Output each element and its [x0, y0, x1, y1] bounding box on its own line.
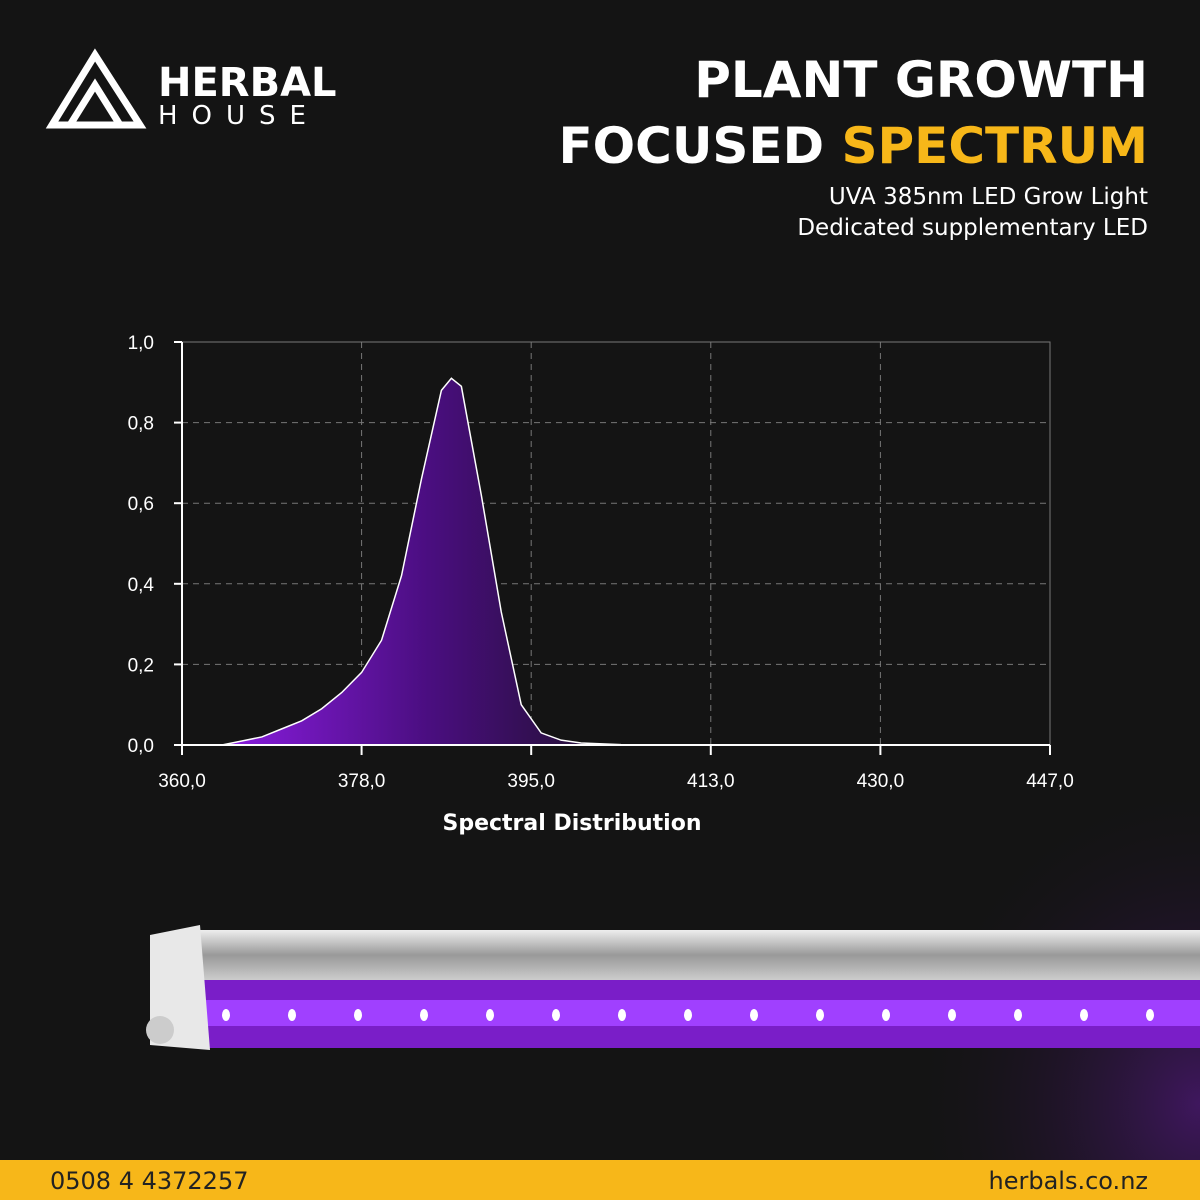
logo	[45, 48, 147, 129]
title-highlight: SPECTRUM	[842, 117, 1148, 175]
x-tick-label: 378,0	[338, 771, 386, 792]
y-tick-label: 0,8	[128, 414, 154, 435]
subtitle: Dedicated supplementary LED	[797, 215, 1148, 241]
x-tick-label: 447,0	[1026, 771, 1074, 792]
y-tick-label: 0,4	[128, 575, 155, 596]
y-tick-label: 0,2	[128, 655, 154, 676]
brand-name: HERBAL	[158, 60, 337, 106]
x-tick-label: 360,0	[158, 771, 206, 792]
y-tick-label: 0,0	[128, 736, 154, 757]
brand-sub: HOUSE	[158, 101, 320, 131]
lamp	[146, 925, 1200, 1050]
x-tick-label: 395,0	[507, 771, 555, 792]
title-word: FOCUSED	[558, 117, 824, 175]
glow	[700, 600, 1200, 1160]
footer-bar	[0, 1160, 1200, 1200]
x-tick-label: 430,0	[857, 771, 905, 792]
subtitle: UVA 385nm LED Grow Light	[829, 184, 1148, 210]
title-line: PLANT GROWTH	[694, 51, 1148, 109]
spectrum-area	[221, 377, 681, 746]
y-tick-label: 0,6	[128, 494, 154, 515]
title-line: FOCUSED SPECTRUM	[558, 117, 1148, 175]
x-axis-label: Spectral Distribution	[442, 811, 701, 836]
x-tick-label: 413,0	[687, 771, 735, 792]
area-fill	[221, 378, 681, 745]
y-tick-label: 1,0	[128, 333, 154, 354]
website: herbals.co.nz	[989, 1167, 1148, 1195]
phone: 0508 4 4372257	[50, 1167, 249, 1195]
chart: 0,0 0,2 0,4 0,6 0,8 1,0 360,0 378,0 395,0 413,0 43…	[128, 333, 1074, 792]
